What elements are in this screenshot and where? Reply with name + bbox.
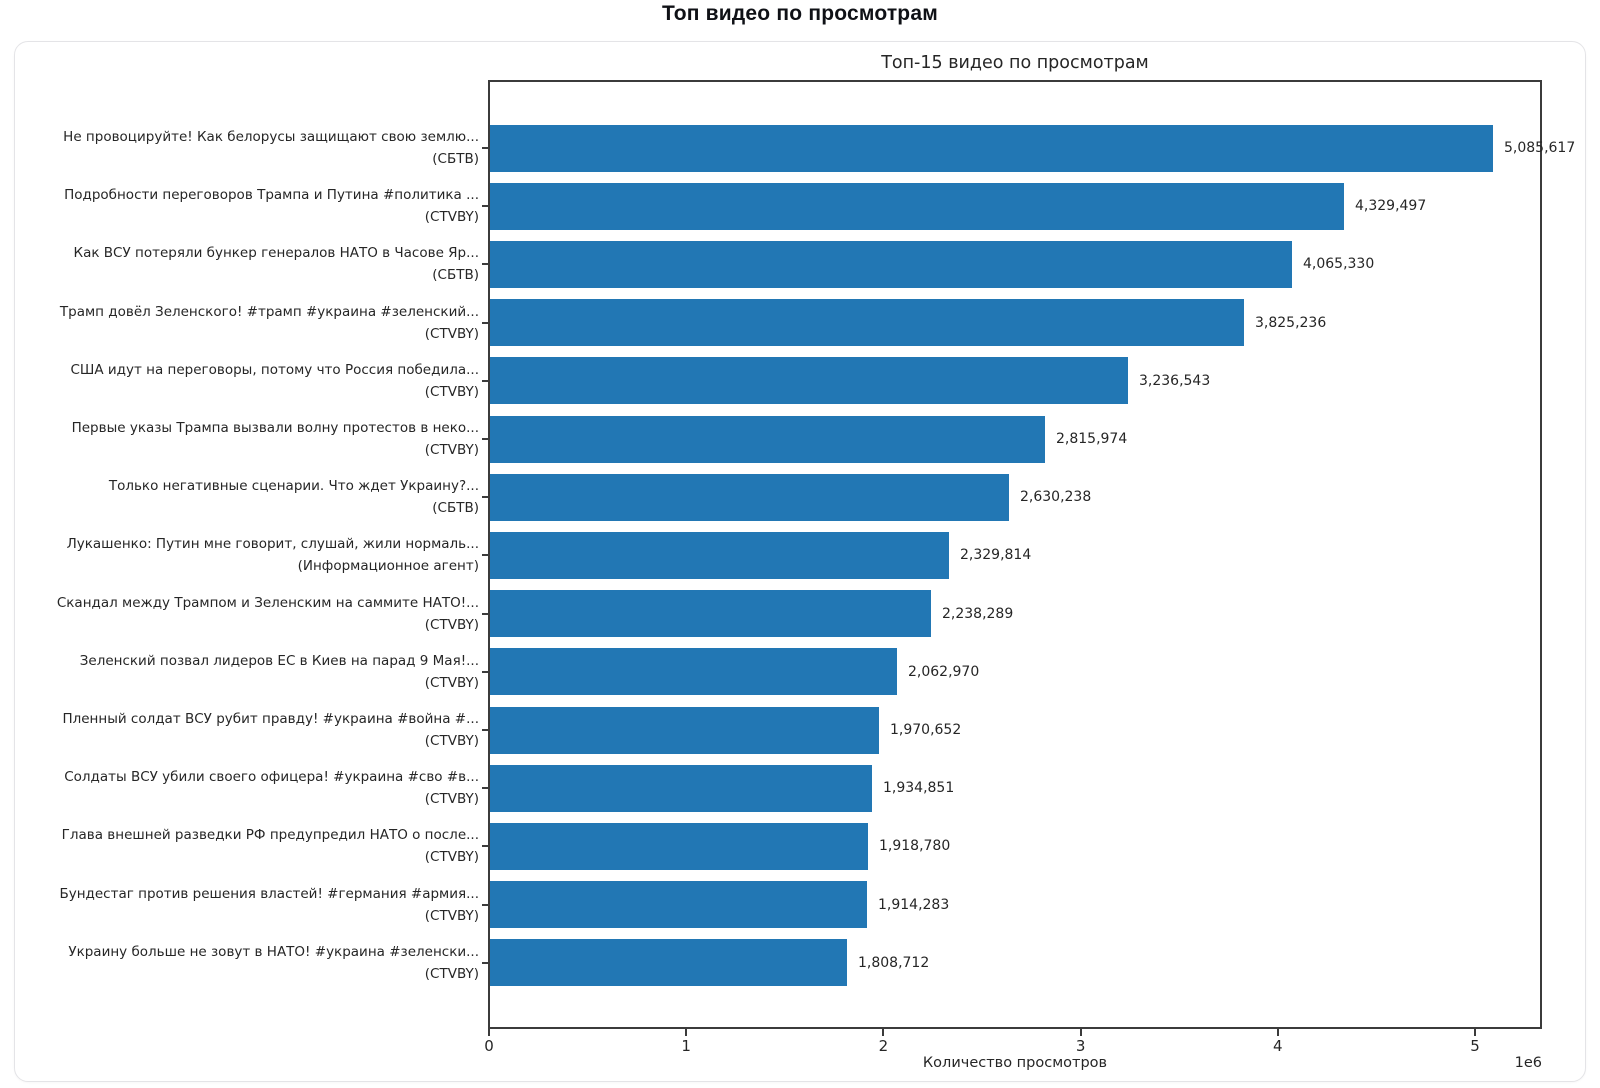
- bar-value-label: 2,815,974: [1056, 431, 1128, 447]
- x-tick-mark: [1474, 1029, 1476, 1036]
- page-title: Топ видео по просмотрам: [662, 2, 938, 25]
- bar-value-label: 1,914,283: [878, 896, 950, 913]
- bar-value-label: 5,085,617: [1504, 140, 1576, 156]
- y-tick-label: Бундестаг против решения властей! #герма…: [59, 885, 479, 924]
- bar: [490, 124, 1493, 172]
- y-tick-label: Не провоцируйте! Как белорусы защищают с…: [63, 129, 479, 167]
- bar-value-label: 1,808,712: [858, 954, 930, 971]
- bar: [490, 590, 931, 638]
- bar: [490, 299, 1244, 347]
- y-tick-label: Только негативные сценарии. Что ждет Укр…: [108, 478, 479, 517]
- y-tick-label: Зеленский позвал лидеров ЕС в Киев на па…: [79, 652, 479, 691]
- y-tick-label: Глава внешней разведки РФ предупредил НА…: [61, 827, 479, 866]
- y-tick-label: Первые указы Трампа вызвали волну протес…: [71, 420, 479, 458]
- bar: [490, 182, 1344, 230]
- bar-value-label: 3,825,236: [1255, 314, 1327, 331]
- chart-card: Топ-15 видео по просмотрам Количество пр…: [14, 41, 1586, 1082]
- chart-title: Топ-15 видео по просмотрам: [881, 53, 1149, 73]
- x-tick-label: 4: [1273, 1037, 1283, 1055]
- bar-value-label: 4,065,330: [1303, 256, 1375, 273]
- bar: [490, 531, 949, 579]
- y-tick-label: Пленный солдат ВСУ рубит правду! #украин…: [62, 711, 479, 749]
- bar: [490, 473, 1009, 521]
- y-tick-label: США идут на переговоры, потому что Росси…: [70, 361, 479, 400]
- bar: [490, 881, 867, 929]
- x-tick-label: 1: [681, 1037, 691, 1055]
- x-tick-mark: [882, 1029, 885, 1036]
- x-axis-label: Количество просмотров: [922, 1055, 1108, 1071]
- bar: [490, 357, 1128, 405]
- y-tick-mark: [482, 729, 489, 731]
- bar-value-label: 1,934,851: [883, 780, 955, 797]
- y-tick-label: Трамп довёл Зеленского! #трамп #украина …: [59, 303, 479, 342]
- x-tick-mark: [1079, 1029, 1082, 1036]
- x-tick-label: 5: [1470, 1037, 1480, 1055]
- bar-value-label: 2,329,814: [960, 547, 1032, 564]
- bar: [490, 706, 879, 754]
- x-tick-label: 3: [1075, 1037, 1086, 1055]
- y-tick-mark: [482, 496, 489, 499]
- bar-value-label: 2,630,238: [1020, 489, 1092, 506]
- x-axis-offset-label: 1e6: [1514, 1055, 1542, 1071]
- y-tick-mark: [482, 903, 489, 906]
- y-tick-label: Украину больше не зовут в НАТО! #украина…: [68, 943, 479, 982]
- bar-value-label: 1,918,780: [879, 838, 951, 855]
- y-tick-label: Лукашенко: Путин мне говорит, слушай, жи…: [66, 536, 479, 575]
- bar-value-label: 4,329,497: [1355, 198, 1427, 215]
- y-tick-mark: [482, 787, 489, 790]
- bar-value-label: 1,970,652: [890, 722, 962, 738]
- y-tick-mark: [482, 612, 489, 615]
- y-tick-mark: [482, 205, 489, 208]
- x-tick-label: 2: [878, 1037, 889, 1055]
- x-tick-mark: [1276, 1029, 1279, 1036]
- y-tick-mark: [482, 147, 489, 149]
- x-tick-mark: [488, 1029, 490, 1036]
- bar-value-label: 2,062,970: [908, 663, 980, 680]
- y-tick-label: Подробности переговоров Трампа и Путина …: [64, 187, 479, 226]
- bar: [490, 648, 897, 696]
- y-tick-mark: [482, 438, 489, 440]
- bar-value-label: 2,238,289: [942, 605, 1014, 622]
- x-tick-label: 0: [484, 1037, 494, 1055]
- y-tick-mark: [482, 670, 489, 673]
- x-tick-mark: [685, 1029, 688, 1036]
- y-tick-mark: [482, 554, 489, 557]
- plot-area: [488, 80, 1542, 1029]
- y-tick-mark: [482, 263, 489, 266]
- y-tick-mark: [482, 961, 489, 964]
- bar: [490, 415, 1045, 463]
- y-tick-mark: [482, 379, 489, 382]
- bar: [490, 764, 872, 812]
- y-tick-label: Как ВСУ потеряли бункер генералов НАТО в…: [73, 245, 479, 284]
- y-tick-label: Скандал между Трампом и Зеленским на сам…: [56, 594, 479, 633]
- bar: [490, 939, 847, 987]
- y-tick-mark: [482, 845, 489, 848]
- bar-value-label: 3,236,543: [1139, 372, 1211, 389]
- bar: [490, 822, 868, 870]
- y-tick-mark: [482, 321, 489, 324]
- bar: [490, 240, 1292, 288]
- y-tick-label: Солдаты ВСУ убили своего офицера! #украи…: [64, 769, 479, 808]
